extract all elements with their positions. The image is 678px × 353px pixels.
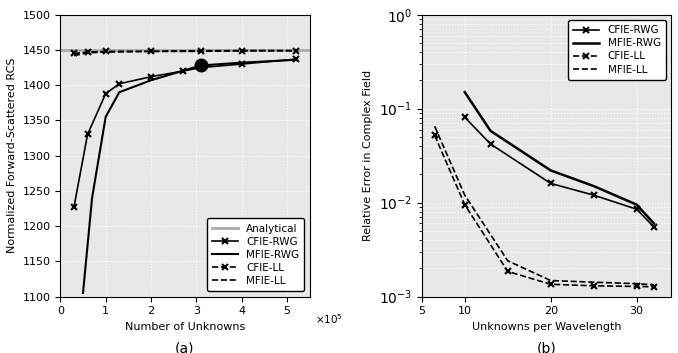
Line: CFIE-LL: CFIE-LL — [431, 132, 658, 290]
CFIE-RWG — [197, 65, 205, 70]
CFIE-RWG — [83, 132, 92, 137]
Line: CFIE-LL: CFIE-LL — [71, 47, 300, 57]
MFIE-LL — [102, 50, 110, 54]
CFIE-RWG — [487, 142, 495, 146]
MFIE-RWG — [79, 291, 87, 295]
CFIE-RWG — [179, 69, 187, 73]
CFIE-LL — [197, 49, 205, 53]
X-axis label: Unknowns per Wavelength: Unknowns per Wavelength — [472, 322, 621, 332]
CFIE-RWG — [147, 74, 155, 79]
Line: MFIE-RWG: MFIE-RWG — [464, 92, 654, 223]
MFIE-RWG — [237, 60, 245, 65]
MFIE-RWG — [88, 196, 96, 200]
Analytical — [56, 48, 64, 52]
CFIE-LL — [590, 284, 598, 288]
MFIE-LL — [292, 49, 300, 53]
MFIE-RWG — [147, 78, 155, 82]
MFIE-RWG — [292, 58, 300, 62]
CFIE-RWG — [115, 82, 123, 86]
CFIE-RWG — [650, 225, 658, 229]
MFIE-LL — [83, 51, 92, 55]
CFIE-LL — [546, 282, 555, 286]
CFIE-RWG — [237, 62, 245, 66]
Legend: CFIE-RWG, MFIE-RWG, CFIE-LL, MFIE-LL: CFIE-RWG, MFIE-RWG, CFIE-LL, MFIE-LL — [568, 20, 666, 80]
MFIE-LL — [590, 280, 598, 284]
MFIE-RWG — [460, 90, 468, 94]
Line: CFIE-RWG: CFIE-RWG — [71, 56, 300, 210]
CFIE-LL — [292, 49, 300, 53]
MFIE-LL — [460, 193, 468, 197]
MFIE-LL — [650, 283, 658, 287]
MFIE-LL — [431, 124, 439, 128]
CFIE-LL — [237, 49, 245, 53]
Y-axis label: Relative Error in Complex Field: Relative Error in Complex Field — [363, 70, 373, 241]
MFIE-RWG — [102, 115, 110, 119]
CFIE-LL — [70, 52, 78, 56]
MFIE-RWG — [115, 90, 123, 94]
CFIE-LL — [633, 284, 641, 288]
MFIE-RWG — [633, 203, 641, 207]
CFIE-RWG — [590, 193, 598, 197]
X-axis label: Number of Unknowns: Number of Unknowns — [125, 322, 245, 332]
MFIE-LL — [197, 49, 205, 54]
Y-axis label: Normalized Forward-Scattered RCS: Normalized Forward-Scattered RCS — [7, 58, 17, 253]
Analytical — [56, 48, 64, 52]
CFIE-LL — [102, 49, 110, 54]
MFIE-LL — [237, 49, 245, 53]
Text: (b): (b) — [536, 342, 556, 353]
CFIE-RWG — [546, 181, 555, 186]
CFIE-LL — [460, 203, 468, 207]
Line: MFIE-LL: MFIE-LL — [435, 126, 654, 285]
MFIE-LL — [633, 282, 641, 286]
Line: MFIE-LL: MFIE-LL — [74, 51, 296, 56]
MFIE-RWG — [650, 221, 658, 226]
CFIE-RWG — [633, 207, 641, 211]
CFIE-LL — [83, 50, 92, 54]
MFIE-LL — [147, 49, 155, 54]
CFIE-LL — [504, 269, 512, 274]
MFIE-LL — [504, 259, 512, 263]
MFIE-LL — [70, 54, 78, 58]
CFIE-LL — [650, 285, 658, 289]
CFIE-RWG — [102, 91, 110, 96]
Line: CFIE-RWG: CFIE-RWG — [461, 114, 658, 231]
MFIE-RWG — [590, 184, 598, 188]
CFIE-RWG — [70, 205, 78, 209]
Legend: Analytical, CFIE-RWG, MFIE-RWG, CFIE-LL, MFIE-LL: Analytical, CFIE-RWG, MFIE-RWG, CFIE-LL,… — [207, 219, 304, 291]
CFIE-LL — [147, 49, 155, 54]
CFIE-RWG — [460, 115, 468, 119]
CFIE-RWG — [292, 57, 300, 61]
MFIE-LL — [546, 279, 555, 283]
MFIE-RWG — [487, 129, 495, 133]
Text: $\times 10^5$: $\times 10^5$ — [315, 312, 342, 326]
MFIE-RWG — [546, 168, 555, 173]
MFIE-RWG — [197, 63, 205, 67]
Text: (a): (a) — [175, 342, 195, 353]
CFIE-LL — [431, 133, 439, 137]
Line: MFIE-RWG: MFIE-RWG — [83, 60, 296, 293]
